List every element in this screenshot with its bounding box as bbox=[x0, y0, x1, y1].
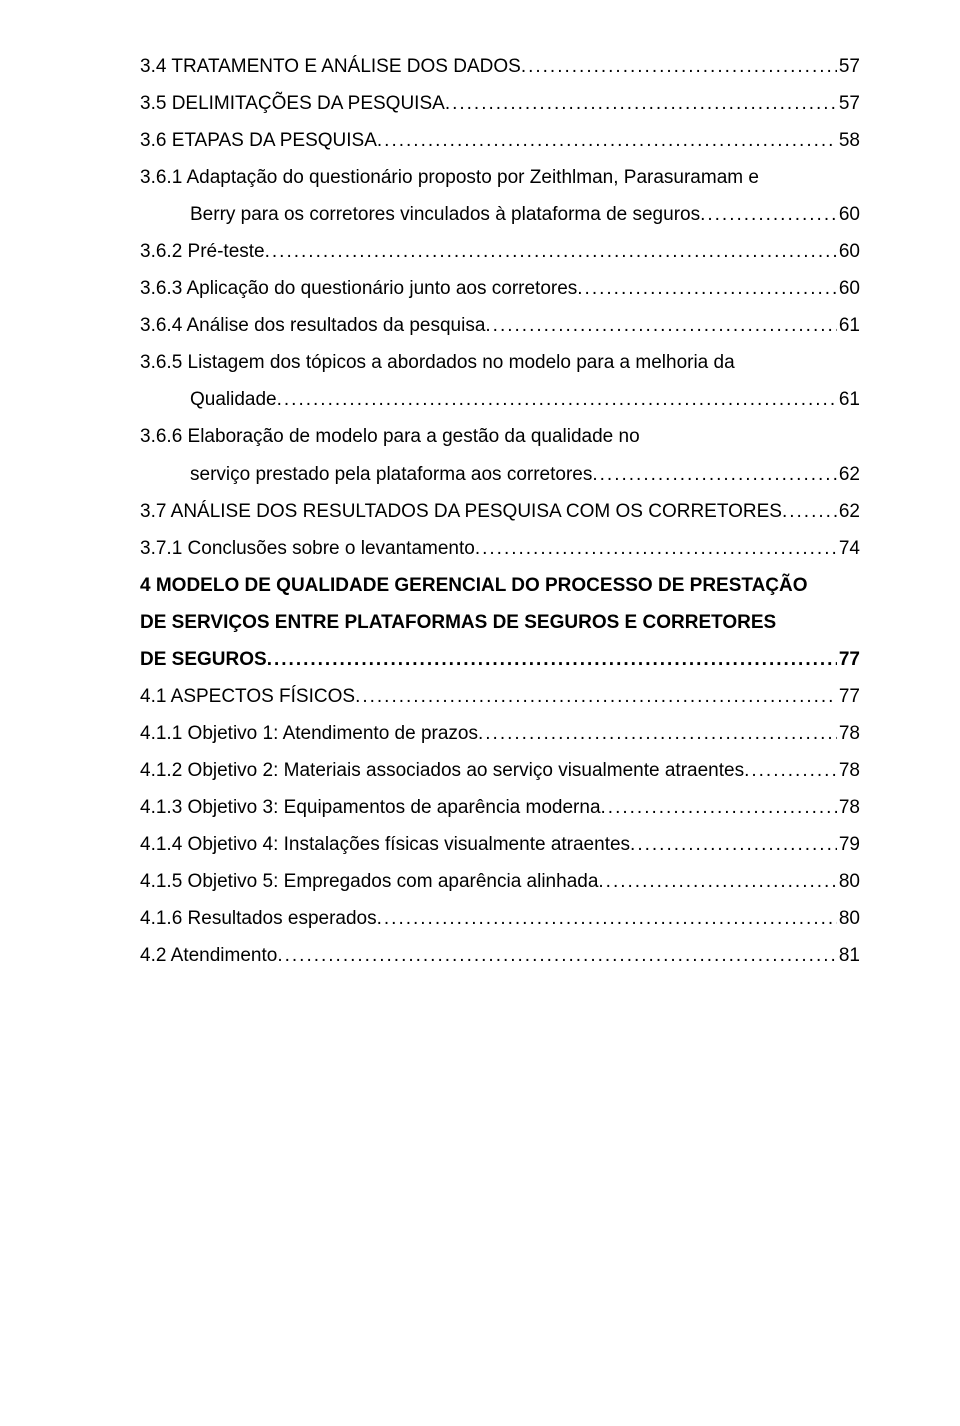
toc-entry: 3.6.2 Pré-teste 60 bbox=[140, 233, 860, 270]
toc-label: 3.6.3 Aplicação do questionário junto ao… bbox=[140, 270, 577, 307]
toc-leader bbox=[277, 381, 837, 418]
toc-entry: 3.7 ANÁLISE DOS RESULTADOS DA PESQUISA C… bbox=[140, 493, 860, 530]
toc-leader bbox=[377, 900, 837, 937]
toc-leader bbox=[267, 641, 837, 678]
toc-leader bbox=[700, 196, 837, 233]
toc-label: 4.1.4 Objetivo 4: Instalações físicas vi… bbox=[140, 826, 630, 863]
toc-page: 77 bbox=[837, 678, 860, 715]
toc-label: Berry para os corretores vinculados à pl… bbox=[190, 196, 700, 233]
toc-leader bbox=[782, 493, 837, 530]
toc-label: 3.6.6 Elaboração de modelo para a gestão… bbox=[140, 418, 860, 455]
toc-label: 4.1 ASPECTOS FÍSICOS bbox=[140, 678, 355, 715]
toc-label: 4.1.2 Objetivo 2: Materiais associados a… bbox=[140, 752, 744, 789]
toc-leader bbox=[630, 826, 837, 863]
toc-entry: 3.6.4 Análise dos resultados da pesquisa… bbox=[140, 307, 860, 344]
toc-label: 3.6.5 Listagem dos tópicos a abordados n… bbox=[140, 344, 860, 381]
toc-leader bbox=[744, 752, 837, 789]
toc-page: 57 bbox=[837, 85, 860, 122]
toc-page: 57 bbox=[837, 48, 860, 85]
toc-label: 3.4 TRATAMENTO E ANÁLISE DOS DADOS bbox=[140, 48, 521, 85]
toc-label: 4.1.1 Objetivo 1: Atendimento de prazos bbox=[140, 715, 478, 752]
toc-page: 79 bbox=[837, 826, 860, 863]
toc-page: 78 bbox=[837, 715, 860, 752]
toc-label: 4.1.3 Objetivo 3: Equipamentos de aparên… bbox=[140, 789, 601, 826]
toc-leader bbox=[521, 48, 837, 85]
toc-leader bbox=[377, 122, 837, 159]
toc-label: serviço prestado pela plataforma aos cor… bbox=[190, 456, 592, 493]
toc-entry: 3.6.5 Listagem dos tópicos a abordados n… bbox=[140, 344, 860, 418]
toc-entry: 3.6 ETAPAS DA PESQUISA 58 bbox=[140, 122, 860, 159]
toc-leader bbox=[445, 85, 837, 122]
toc-entry: 3.6.3 Aplicação do questionário junto ao… bbox=[140, 270, 860, 307]
toc-entry: 4.1.4 Objetivo 4: Instalações físicas vi… bbox=[140, 826, 860, 863]
toc-leader bbox=[485, 307, 836, 344]
toc-label: 3.6.4 Análise dos resultados da pesquisa bbox=[140, 307, 485, 344]
toc-entry: 4 MODELO DE QUALIDADE GERENCIAL DO PROCE… bbox=[140, 567, 860, 678]
toc-entry: 3.4 TRATAMENTO E ANÁLISE DOS DADOS 57 bbox=[140, 48, 860, 85]
toc-page: 58 bbox=[837, 122, 860, 159]
toc-label: 3.7.1 Conclusões sobre o levantamento bbox=[140, 530, 475, 567]
toc-label: 4 MODELO DE QUALIDADE GERENCIAL DO PROCE… bbox=[140, 567, 860, 604]
toc-leader bbox=[277, 937, 837, 974]
toc-label: 4.2 Atendimento bbox=[140, 937, 277, 974]
toc-entry: 4.1.2 Objetivo 2: Materiais associados a… bbox=[140, 752, 860, 789]
toc-page: 81 bbox=[837, 937, 860, 974]
toc-page: 61 bbox=[837, 381, 860, 418]
toc-page: 80 bbox=[837, 863, 860, 900]
toc-label: 3.6.1 Adaptação do questionário proposto… bbox=[140, 159, 860, 196]
toc-entry: 3.6.1 Adaptação do questionário proposto… bbox=[140, 159, 860, 233]
toc-entry: 3.6.6 Elaboração de modelo para a gestão… bbox=[140, 418, 860, 492]
toc-leader bbox=[577, 270, 837, 307]
toc-page: 60 bbox=[837, 270, 860, 307]
toc-label: 3.5 DELIMITAÇÕES DA PESQUISA bbox=[140, 85, 445, 122]
toc-page: 80 bbox=[837, 900, 860, 937]
toc-page: 78 bbox=[837, 789, 860, 826]
toc-leader bbox=[598, 863, 836, 900]
toc-entry: 4.1.1 Objetivo 1: Atendimento de prazos 7… bbox=[140, 715, 860, 752]
toc-entry: 4.2 Atendimento 81 bbox=[140, 937, 860, 974]
toc-label: 3.6 ETAPAS DA PESQUISA bbox=[140, 122, 377, 159]
toc-leader bbox=[478, 715, 837, 752]
toc-entry: 4.1.5 Objetivo 5: Empregados com aparênc… bbox=[140, 863, 860, 900]
toc-label: Qualidade bbox=[190, 381, 277, 418]
toc-entry: 4.1.3 Objetivo 3: Equipamentos de aparên… bbox=[140, 789, 860, 826]
toc-entry: 3.5 DELIMITAÇÕES DA PESQUISA 57 bbox=[140, 85, 860, 122]
toc-entry: 3.7.1 Conclusões sobre o levantamento 74 bbox=[140, 530, 860, 567]
toc-page: 60 bbox=[837, 196, 860, 233]
toc-page: 60 bbox=[837, 233, 860, 270]
toc-label: 3.7 ANÁLISE DOS RESULTADOS DA PESQUISA C… bbox=[140, 493, 782, 530]
toc-label: DE SEGUROS bbox=[140, 641, 267, 678]
table-of-contents: 3.4 TRATAMENTO E ANÁLISE DOS DADOS573.5 … bbox=[140, 48, 860, 974]
toc-label: 3.6.2 Pré-teste bbox=[140, 233, 265, 270]
toc-entry: 4.1.6 Resultados esperados 80 bbox=[140, 900, 860, 937]
toc-label: DE SERVIÇOS ENTRE PLATAFORMAS DE SEGUROS… bbox=[140, 604, 860, 641]
toc-page: 62 bbox=[837, 456, 860, 493]
toc-leader bbox=[355, 678, 837, 715]
toc-page: 74 bbox=[837, 530, 860, 567]
toc-leader bbox=[265, 233, 837, 270]
toc-leader bbox=[475, 530, 837, 567]
toc-entry: 4.1 ASPECTOS FÍSICOS 77 bbox=[140, 678, 860, 715]
toc-label: 4.1.5 Objetivo 5: Empregados com aparênc… bbox=[140, 863, 598, 900]
toc-label: 4.1.6 Resultados esperados bbox=[140, 900, 377, 937]
toc-page: 78 bbox=[837, 752, 860, 789]
toc-page: 61 bbox=[837, 307, 860, 344]
toc-page: 77 bbox=[837, 641, 860, 678]
toc-page: 62 bbox=[837, 493, 860, 530]
toc-leader bbox=[592, 456, 836, 493]
toc-leader bbox=[601, 789, 837, 826]
